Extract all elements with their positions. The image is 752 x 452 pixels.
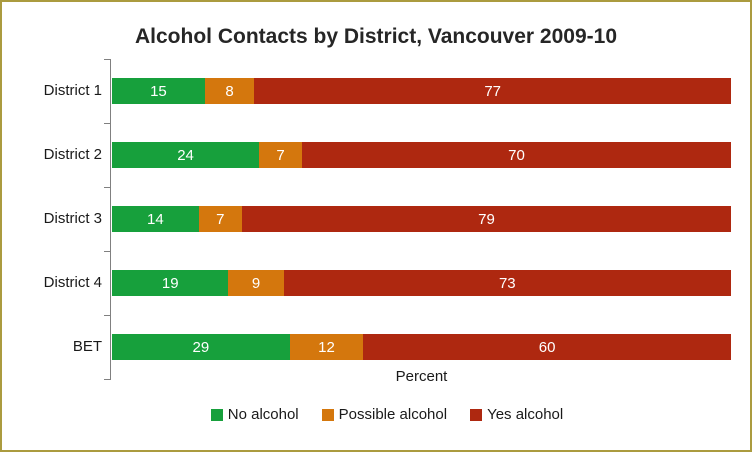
legend-swatch-no-alcohol [210,408,223,421]
bar-row: 19 9 73 [112,270,731,296]
bar-segment-no-alcohol: 29 [112,334,290,360]
legend-item-no-alcohol: No alcohol [210,406,299,423]
bar-segment-no-alcohol: 15 [112,78,205,104]
y-axis-tick [104,251,110,252]
y-axis-tick [104,59,110,60]
category-label: District 4 [43,274,102,291]
bar-segment-possible-alcohol: 9 [228,270,284,296]
bar-segment-yes-alcohol: 73 [283,270,731,296]
y-axis-tick [104,187,110,188]
category-label: BET [72,338,102,355]
x-axis-label: Percent [395,368,448,385]
legend-label-no-alcohol: No alcohol [227,406,299,423]
category-label: District 3 [43,210,102,227]
bar-segment-no-alcohol: 19 [112,270,229,296]
legend-item-possible-alcohol: Possible alcohol [321,406,448,423]
bar-segment-yes-alcohol: 60 [363,334,731,360]
bar-row: 29 12 60 [112,334,731,360]
bar-segment-possible-alcohol: 12 [289,334,364,360]
y-axis-tick [104,379,110,380]
chart-title: Alcohol Contacts by District, Vancouver … [135,25,617,48]
legend-swatch-possible-alcohol [321,408,334,421]
bar-row: 24 7 70 [112,142,732,168]
legend: No alcohol Possible alcohol Yes alcohol [2,406,750,423]
bar-segment-possible-alcohol: 7 [259,142,302,168]
legend-label-possible-alcohol: Possible alcohol [338,406,448,423]
category-label: District 2 [43,146,102,163]
bar-row: 14 7 79 [112,206,731,232]
bar-segment-possible-alcohol: 8 [204,78,255,104]
bar-segment-yes-alcohol: 79 [241,206,731,232]
legend-label-yes-alcohol: Yes alcohol [487,406,564,423]
bar-segment-yes-alcohol: 70 [302,142,732,168]
y-axis-tick [104,315,110,316]
bar-segment-no-alcohol: 24 [112,142,260,168]
bar-row: 15 8 77 [112,78,731,104]
bar-segment-no-alcohol: 14 [112,206,199,232]
y-axis-line [110,59,111,380]
bar-segment-possible-alcohol: 7 [198,206,242,232]
legend-item-yes-alcohol: Yes alcohol [470,406,563,423]
category-label: District 1 [43,82,102,99]
bar-segment-yes-alcohol: 77 [254,78,731,104]
legend-swatch-yes-alcohol [470,408,483,421]
y-axis-tick [104,123,110,124]
